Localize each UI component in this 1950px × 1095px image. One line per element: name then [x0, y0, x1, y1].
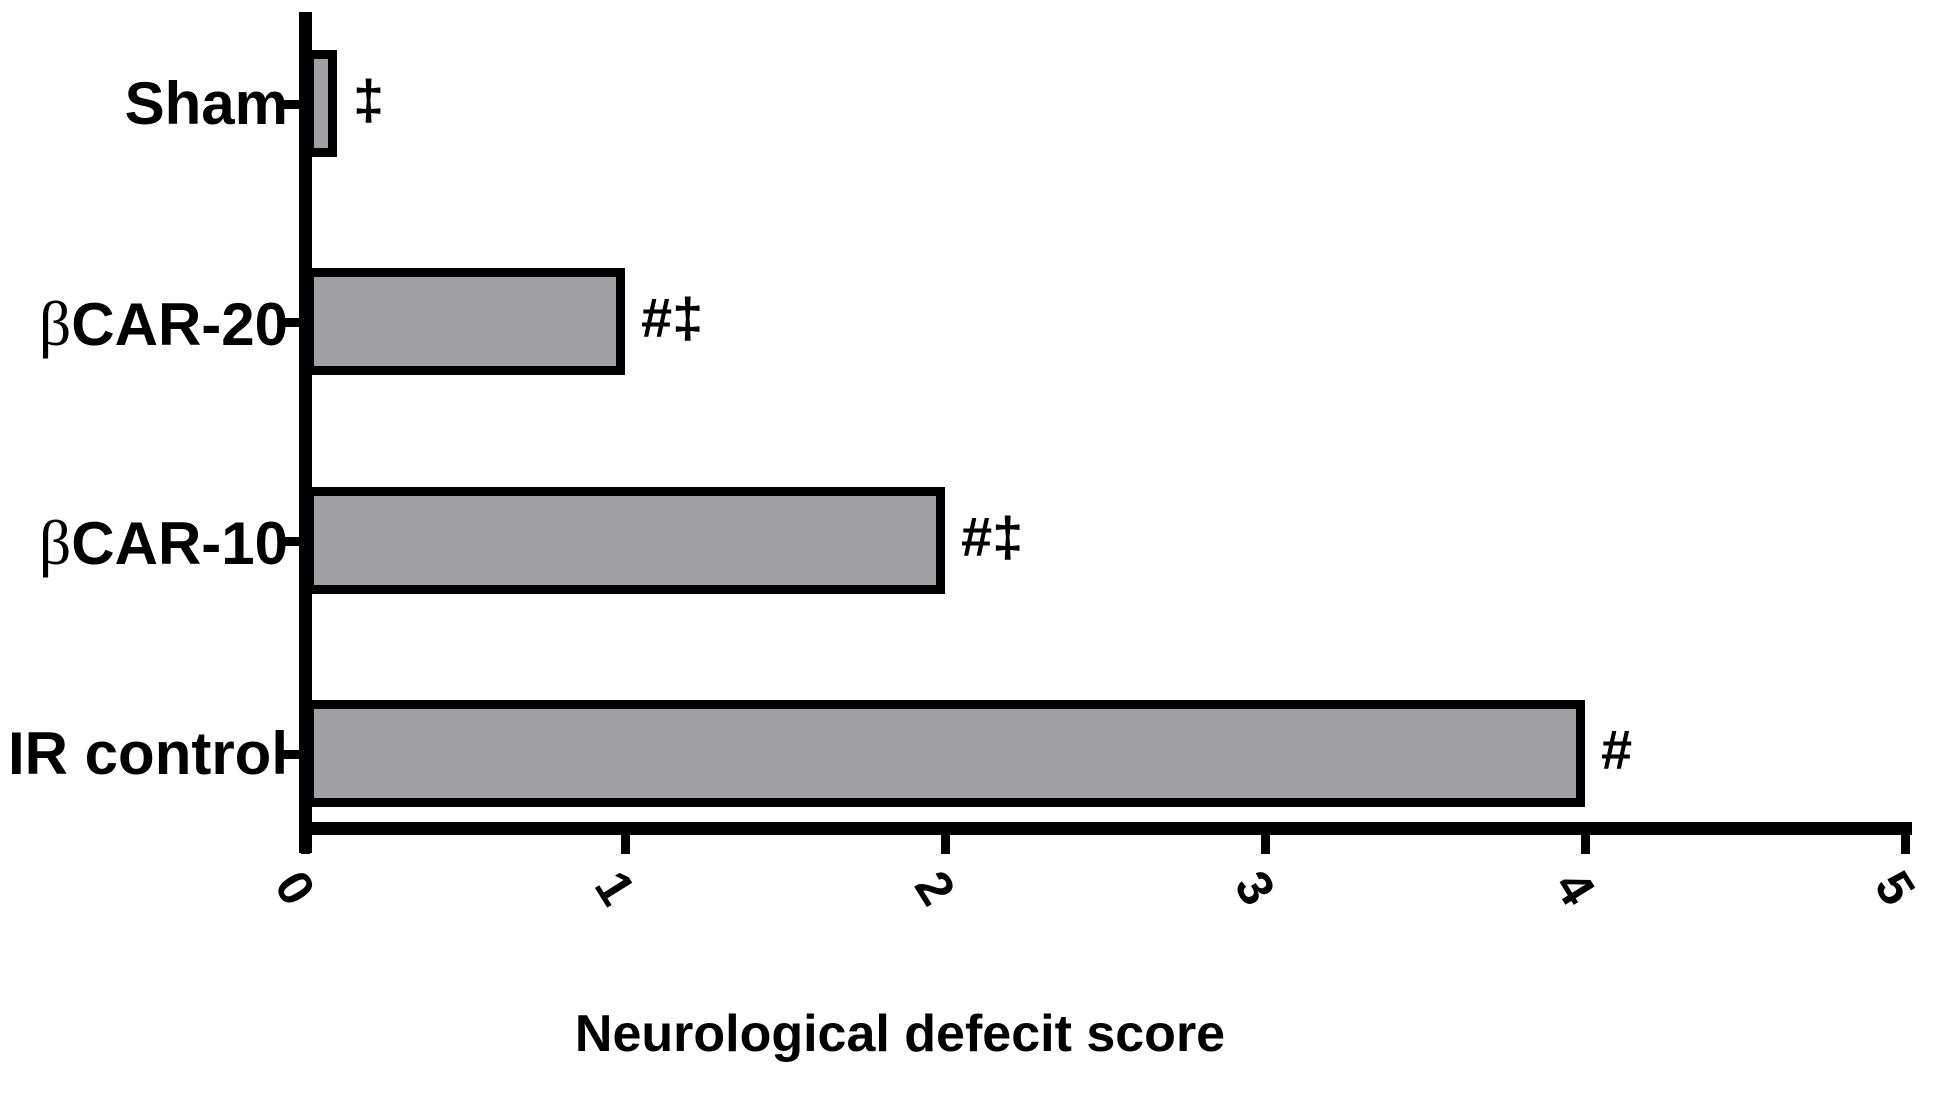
x-axis-tick: [941, 835, 950, 854]
category-label: Sham: [124, 70, 288, 137]
bar: [305, 700, 1585, 807]
x-axis-tick: [621, 835, 630, 854]
x-tick-label: 4: [1543, 861, 1607, 915]
significance-annotation: #‡: [961, 505, 1024, 568]
y-axis-tick: [281, 750, 300, 759]
x-axis-title: Neurological defecit score: [574, 1005, 1226, 1063]
x-axis-tick: [1581, 835, 1590, 854]
category-label: IR control: [8, 720, 288, 787]
bar: [305, 268, 625, 375]
x-axis-tick: [301, 835, 310, 854]
x-tick-label: 5: [1863, 861, 1927, 915]
y-axis-tick: [281, 537, 300, 546]
significance-annotation: #‡: [641, 286, 704, 349]
y-axis-tick: [281, 100, 300, 109]
beta-symbol: β: [38, 288, 72, 359]
category-label: βCAR-20: [38, 288, 288, 359]
x-tick-label: 1: [583, 861, 647, 915]
x-tick-label: 2: [903, 861, 967, 915]
x-axis-tick: [1901, 835, 1910, 854]
y-axis-line: [299, 12, 312, 853]
significance-annotation: #: [1601, 718, 1633, 781]
y-axis-tick: [281, 318, 300, 327]
bar: [305, 50, 337, 157]
x-tick-label: 0: [263, 861, 327, 915]
x-axis-line: [299, 822, 1912, 835]
x-tick-label: 3: [1223, 861, 1287, 915]
bar: [305, 487, 945, 594]
x-axis-tick: [1261, 835, 1270, 854]
category-label: βCAR-10: [38, 507, 288, 578]
beta-symbol: β: [38, 507, 72, 578]
significance-annotation: ‡: [353, 68, 385, 131]
